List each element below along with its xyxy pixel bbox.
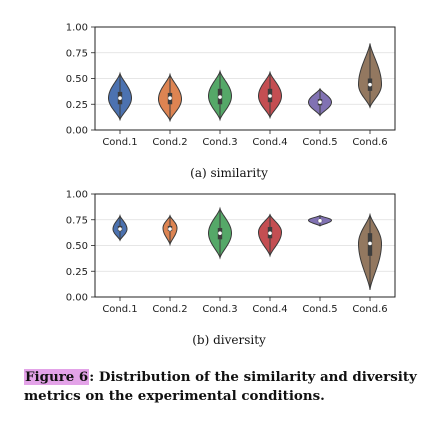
diversity-xtick-label: Cond.1 — [102, 304, 137, 315]
diversity-median-2 — [168, 227, 172, 231]
diversity-median-3 — [218, 231, 222, 235]
similarity-xtick-label: Cond.3 — [202, 137, 237, 148]
similarity-xtick-label: Cond.4 — [252, 137, 287, 148]
caption-text: : Distribution of the similarity and div… — [24, 369, 417, 404]
similarity-xtick-label: Cond.2 — [152, 137, 187, 148]
figure-caption: Figure 6: Distribution of the similarity… — [24, 368, 440, 406]
diversity-median-4 — [268, 231, 272, 235]
similarity-xtick-label: Cond.5 — [302, 137, 337, 148]
similarity-axes-frame — [94, 26, 396, 131]
diversity-xtick-label: Cond.2 — [152, 304, 187, 315]
similarity-median-2 — [168, 96, 172, 100]
diversity-ytick-label: 0.25 — [66, 267, 88, 278]
diversity-xtick-label: Cond.3 — [202, 304, 237, 315]
similarity-ytick-label: 0.00 — [66, 126, 88, 137]
diversity-ytick-label: 1.00 — [66, 190, 88, 201]
similarity-median-5 — [318, 100, 322, 104]
diversity-ytick-label: 0.00 — [66, 293, 88, 304]
diversity-median-6 — [368, 241, 372, 246]
similarity-median-4 — [268, 94, 272, 98]
similarity-panel: 0.00 0.25 0.50 0.75 1.00 Cond.1 Cond.2 Cond.3 Co… — [66, 23, 396, 148]
diversity-xtick-label: Cond.6 — [352, 304, 387, 315]
diversity-ytick-label: 0.50 — [66, 241, 88, 252]
similarity-ytick-label: 0.75 — [66, 48, 88, 59]
similarity-ytick-label: 0.25 — [66, 100, 88, 111]
similarity-ytick-label: 1.00 — [66, 23, 88, 34]
diversity-axes-frame — [94, 193, 396, 298]
diversity-xtick-label: Cond.5 — [302, 304, 337, 315]
diversity-panel: 0.00 0.25 0.50 0.75 1.00 Cond.1 Cond.2 Cond.3 Co… — [66, 190, 396, 315]
diversity-median-1 — [118, 227, 122, 231]
similarity-median-1 — [118, 96, 122, 100]
similarity-subtitle: (a) similarity — [190, 166, 268, 180]
similarity-xtick-label: Cond.1 — [102, 137, 137, 148]
diversity-ytick-label: 0.75 — [66, 215, 88, 226]
similarity-xtick-label: Cond.6 — [352, 137, 387, 148]
figure-label: Figure 6 — [24, 369, 90, 385]
similarity-median-3 — [218, 95, 222, 99]
diversity-subtitle: (b) diversity — [192, 333, 266, 347]
diversity-xtick-label: Cond.4 — [252, 304, 287, 315]
similarity-ytick-label: 0.50 — [66, 74, 88, 85]
similarity-median-6 — [368, 82, 372, 87]
diversity-median-5 — [318, 218, 322, 223]
